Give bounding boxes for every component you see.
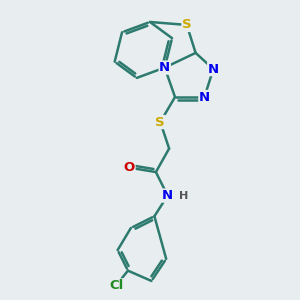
- Text: N: N: [199, 91, 210, 103]
- Text: N: N: [208, 63, 219, 76]
- Text: N: N: [159, 61, 170, 74]
- Text: O: O: [124, 161, 135, 174]
- Text: S: S: [155, 116, 165, 128]
- Text: Cl: Cl: [109, 279, 123, 292]
- Text: S: S: [182, 18, 192, 32]
- Text: H: H: [179, 190, 188, 201]
- Text: N: N: [162, 189, 173, 202]
